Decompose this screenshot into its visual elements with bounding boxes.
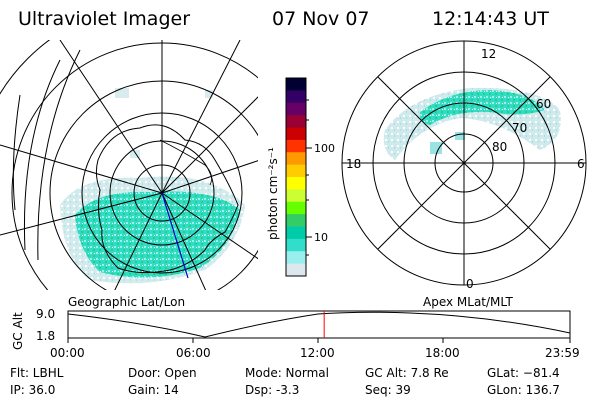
date-label: 07 Nov 07: [272, 8, 370, 30]
mlat-label-80: 80: [492, 140, 507, 154]
colorbar: 100 10 photon cm⁻²s⁻¹: [266, 77, 335, 277]
colorbar-swatch: [286, 263, 306, 277]
info-gain: Gain: 14: [128, 383, 179, 397]
colorbar-swatch: [286, 102, 306, 116]
colorbar-swatch: [286, 251, 306, 265]
left-panel-caption: Geographic Lat/Lon: [68, 295, 186, 309]
colorbar-swatch: [286, 78, 306, 91]
satellite-track: [161, 192, 189, 279]
colorbar-swatch: [286, 226, 306, 240]
colorbar-swatch: [286, 115, 306, 128]
colorbar-swatch: [286, 127, 306, 141]
info-seq: Seq: 39: [365, 383, 411, 397]
colorbar-swatch: [286, 214, 306, 227]
altitude-curve: [67, 311, 571, 338]
colorbar-unit-label: photon cm⁻²s⁻¹: [266, 147, 280, 240]
timeline-xtick-0600: 06:00: [176, 346, 211, 360]
timeline-xtick-0000: 00:00: [50, 346, 85, 360]
mlt-label-12: 12: [481, 47, 496, 61]
apex-polar-plot: 12 18 6 0 60 70 80: [341, 40, 587, 291]
timeline-ytick-top: 9.0: [36, 307, 56, 321]
colorbar-swatch: [286, 238, 306, 252]
meridians: [0, 40, 258, 290]
time-label: 12:14:43 UT: [432, 8, 549, 30]
colorbar-swatch: [286, 177, 306, 190]
altitude-timeline: GC Alt: [11, 310, 571, 350]
colorbar-swatch: [286, 152, 306, 166]
coastline: [95, 124, 239, 274]
mlat-label-60: 60: [536, 97, 551, 111]
colorbar-swatch: [286, 139, 306, 153]
colorbar-swatch: [286, 90, 306, 104]
timeline-xtick-1200: 12:00: [300, 346, 335, 360]
info-gc-alt: GC Alt: 7.8 Re: [365, 366, 449, 380]
mlt-label-0: 0: [466, 277, 474, 291]
timeline-ytick-bottom: 1.8: [36, 329, 56, 343]
colorbar-tick-10: 10: [314, 231, 328, 244]
timeline-ylabel: GC Alt: [11, 312, 25, 350]
instrument-title: Ultraviolet Imager: [18, 8, 191, 30]
colorbar-swatch: [286, 201, 306, 215]
info-dsp: Dsp: -3.3: [245, 383, 300, 397]
mlat-label-70: 70: [512, 121, 527, 135]
mlt-label-6: 6: [577, 157, 585, 171]
colorbar-swatch: [286, 164, 306, 178]
timeline-xtick-2359: 23:59: [545, 346, 580, 360]
geographic-map: [0, 40, 258, 290]
info-door: Door: Open: [128, 366, 197, 380]
emission-main: [75, 191, 240, 278]
info-mode: Mode: Normal: [245, 366, 329, 380]
timeline-xtick-1800: 18:00: [425, 346, 460, 360]
mlt-label-18: 18: [346, 157, 361, 171]
info-glon: GLon: 136.7: [487, 383, 560, 397]
colorbar-swatch: [286, 189, 306, 203]
colorbar-tick-100: 100: [314, 142, 335, 155]
info-ip: IP: 36.0: [10, 383, 56, 397]
right-panel-caption: Apex MLat/MLT: [423, 295, 513, 309]
info-filter: Flt: LBHL: [10, 366, 64, 380]
emission-main-right: [419, 90, 545, 125]
info-glat: GLat: −81.4: [487, 366, 560, 380]
